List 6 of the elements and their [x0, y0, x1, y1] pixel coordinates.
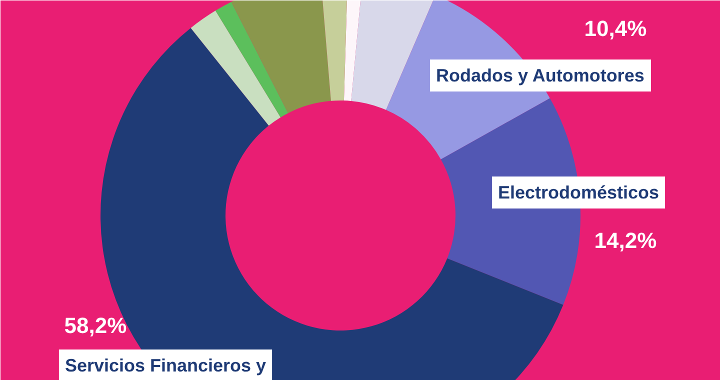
slice-label: Electrodomésticos	[498, 182, 660, 202]
slice-label: Rodados y Automotores	[436, 66, 644, 86]
data-label: 10,4%	[584, 16, 647, 41]
slice-label: Servicios Financieros y	[64, 356, 266, 376]
data-label: 14,2%	[594, 228, 657, 253]
data-label: 58,2%	[64, 313, 127, 338]
